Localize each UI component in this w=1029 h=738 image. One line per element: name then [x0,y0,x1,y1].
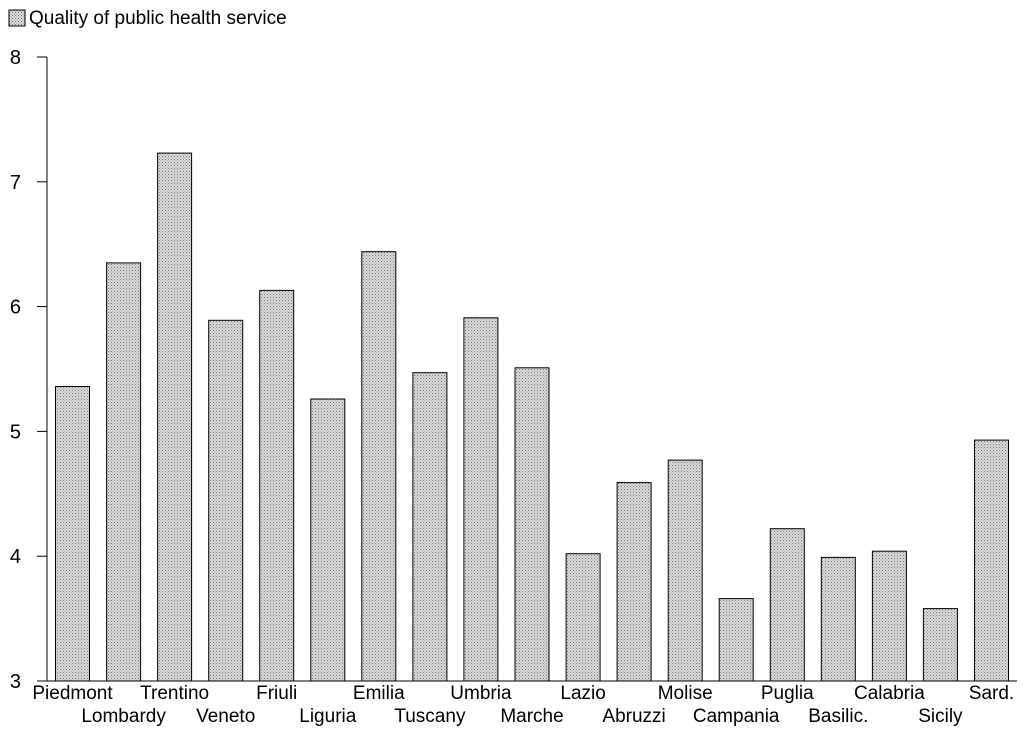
x-tick-label: Calabria [854,683,925,704]
x-tick-label: Emilia [353,683,405,704]
x-tick-label: Basilic. [808,706,868,727]
x-tick-label: Piedmont [32,683,113,704]
bar-lazio [565,553,601,682]
bar-basilic [820,556,856,682]
x-tick-label: Puglia [761,683,814,704]
legend: Quality of public health service [8,8,287,29]
y-tick-label: 3 [10,671,21,693]
bar-lombardy [106,262,142,682]
bar-liguria [310,398,346,682]
x-tick-label: Campania [693,706,780,727]
x-tick-label: Lombardy [81,706,166,727]
bar-marche [514,367,550,682]
y-tick-label: 7 [10,172,21,194]
bar-sard [974,439,1009,682]
bar-emilia [361,251,397,682]
bar-trentino [157,152,193,682]
y-tick-label: 5 [10,421,21,443]
bar-tuscany [412,372,448,682]
legend-swatch [8,9,26,27]
x-tick-label: Sard. [969,683,1014,704]
x-tick-label: Trentino [140,683,209,704]
x-tick-label: Sicily [918,706,963,727]
bar-veneto [208,319,244,682]
x-tick-label: Umbria [450,683,512,704]
bar-sicily [922,608,958,682]
x-tick-labels: PiedmontLombardyTrentinoVenetoFriuliLigu… [32,683,1014,727]
x-tick-label: Abruzzi [602,706,665,727]
x-tick-label: Marche [500,706,563,727]
bar-puglia [769,528,805,682]
x-tick-label: Lazio [560,683,605,704]
y-tick-label: 4 [10,546,21,568]
x-tick-label: Veneto [196,706,255,727]
bar-campania [718,598,754,682]
bar-piedmont [55,386,90,682]
bar-abruzzi [616,482,652,682]
x-tick-label: Liguria [299,706,356,727]
bar-friuli [259,289,295,682]
bar-molise [667,459,703,682]
x-tick-label: Molise [658,683,713,704]
bar-umbria [463,317,499,682]
y-tick-label: 8 [10,47,21,69]
x-tick-label: Friuli [256,683,297,704]
legend-label: Quality of public health service [29,8,287,29]
bars [55,152,1009,682]
x-tick-label: Tuscany [394,706,466,727]
bar-calabria [871,550,907,682]
y-tick-label: 6 [10,297,21,319]
